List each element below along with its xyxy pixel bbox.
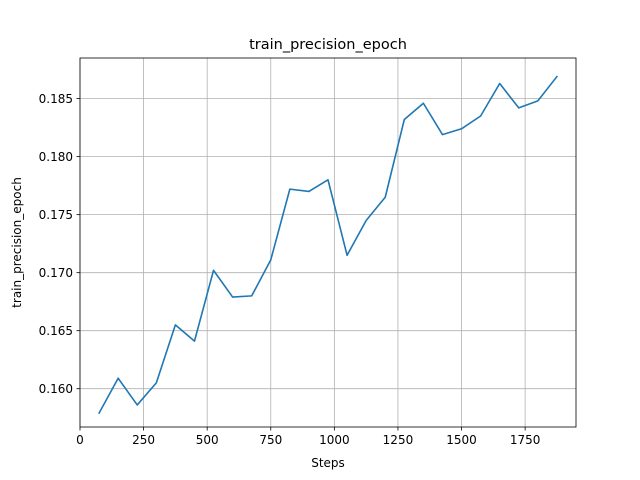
- x-tick-label: 1500: [446, 433, 477, 447]
- y-tick-label: 0.170: [39, 266, 73, 280]
- plot-area: [80, 58, 576, 427]
- x-tick-label: 1750: [510, 433, 541, 447]
- x-tick-label: 750: [259, 433, 282, 447]
- chart-title: train_precision_epoch: [249, 37, 407, 53]
- x-tick-label: 500: [196, 433, 219, 447]
- plot-frame: [79, 57, 577, 428]
- x-tick-label: 1250: [383, 433, 414, 447]
- y-tick-label: 0.185: [39, 92, 73, 106]
- x-tick-label: 250: [132, 433, 155, 447]
- y-tick-label: 0.180: [39, 150, 73, 164]
- y-axis-title: train_precision_epoch: [10, 177, 24, 308]
- grid: [79, 58, 576, 427]
- x-axis-title: Steps: [311, 456, 345, 470]
- y-tick-label: 0.160: [39, 382, 73, 396]
- series-layer: [97, 75, 559, 415]
- x-tick-label: 0: [76, 433, 84, 447]
- x-tick-label: 1000: [319, 433, 350, 447]
- y-tick-label: 0.175: [39, 208, 73, 222]
- ticks: 0 250 500 750 1000 1250 1500 1750 0.160 0.165 0.17…: [39, 92, 541, 447]
- y-tick-label: 0.165: [39, 324, 73, 338]
